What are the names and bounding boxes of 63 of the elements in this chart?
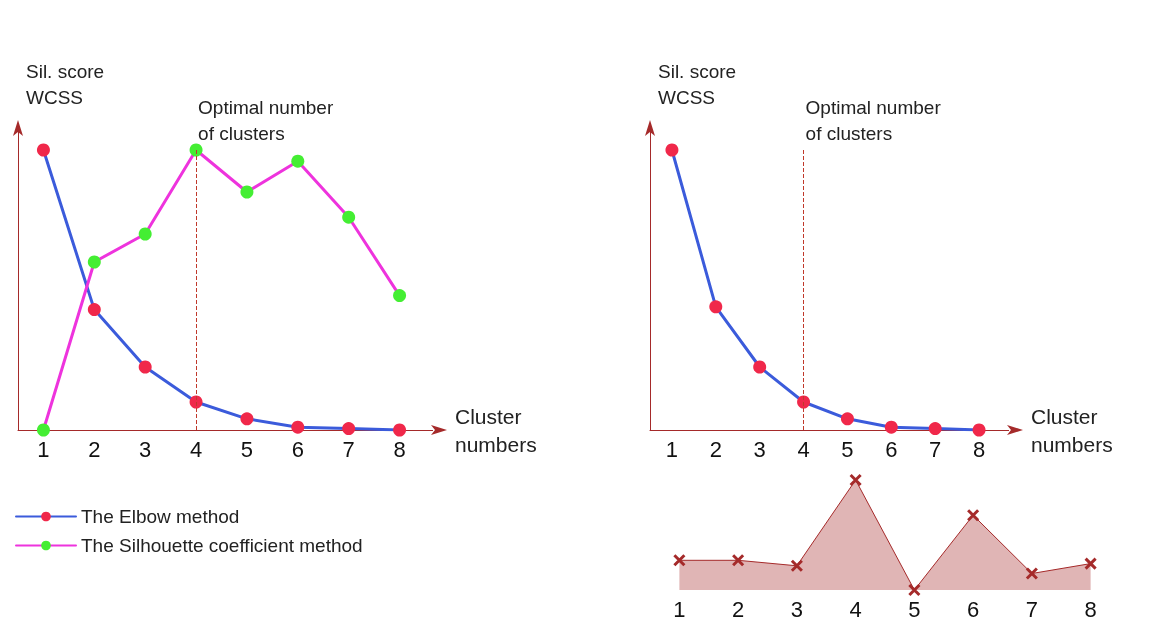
x-tick-label: 6 [967,596,980,620]
x-tick-label: 8 [972,436,986,462]
point [665,143,679,157]
y-axis-title: Sil. score WCSS [658,60,737,108]
point [291,420,305,434]
point [87,303,101,317]
x-axis-title: Cluster numbers [455,404,537,456]
point [189,143,203,157]
x-tick-label: 2 [88,436,101,462]
point [884,420,898,434]
point [393,289,407,303]
x-tick-label: 7 [342,436,355,462]
x-tick-label: 3 [139,436,152,462]
x-tick-label: 1 [665,436,679,462]
point [393,423,407,437]
point [907,583,921,597]
point [342,210,356,224]
point [291,154,305,168]
point [240,185,254,199]
point [1025,567,1039,580]
x-tick-label: 4 [797,436,810,462]
point [672,553,686,567]
x-tick-label: 4 [189,436,203,462]
x-tick-label: 6 [291,436,304,462]
x-tick-label: 1 [37,436,50,462]
ref-line-label: Optimal number of clusters [805,96,942,144]
point [87,255,101,269]
x-tick-label: 7 [1025,596,1038,620]
point [928,422,942,436]
x-tick-label: 3 [790,596,803,620]
x-tick-label: 5 [841,436,854,462]
x-tick-label: 2 [732,596,745,620]
x-tick-label: 8 [1084,596,1097,620]
point [731,553,745,567]
x-tick-label: 2 [709,436,722,462]
point [138,360,152,374]
point [36,143,50,157]
point [342,422,356,436]
x-tick-label: 8 [393,436,406,462]
legend-label: The Elbow method [81,506,240,527]
x-tick-label: 1 [673,596,686,620]
x-tick-label: 6 [885,436,898,462]
x-tick-label: 3 [753,436,766,462]
point [840,412,854,426]
point [972,423,986,437]
x-tick-label: 5 [908,596,921,620]
point [966,508,980,522]
point [797,395,811,409]
point [240,412,254,426]
ref-line-label: Optimal number of clusters [198,96,334,144]
y-axis-title: Sil. score WCSS [26,60,105,108]
x-axis-title: Cluster numbers [1031,404,1113,456]
x-tick-label: 4 [849,596,862,620]
point [790,559,804,573]
x-tick-label: 5 [240,436,254,462]
point [138,227,152,241]
point [36,423,50,437]
point [849,473,863,487]
point [709,300,723,314]
legend-label: The Silhouette coefficient method [81,535,363,556]
x-tick-label: 7 [929,436,942,462]
point [753,360,767,374]
point [1084,557,1098,571]
